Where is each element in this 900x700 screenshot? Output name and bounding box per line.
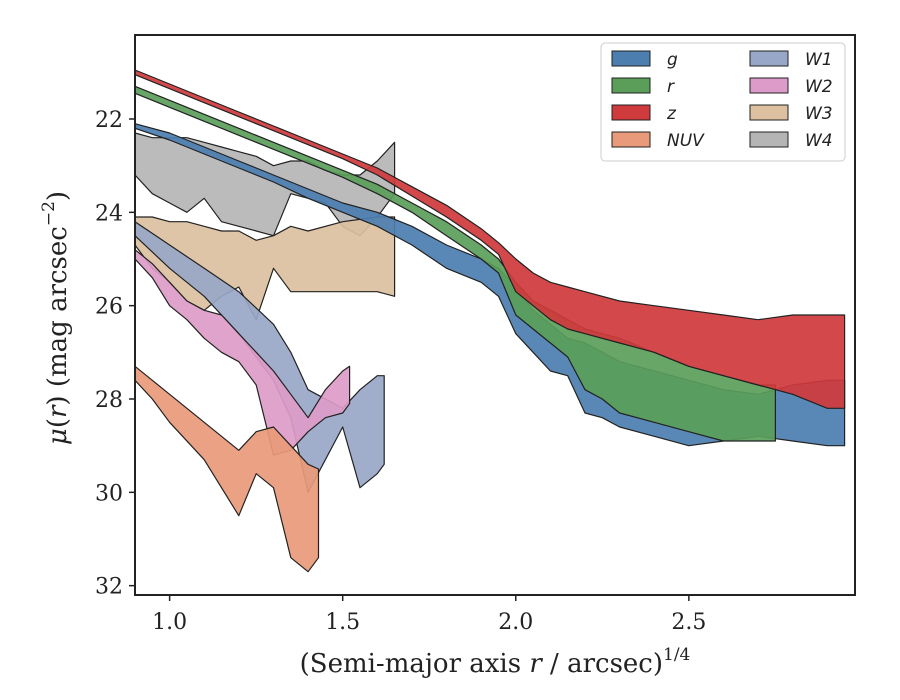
legend-label-w4: W4	[805, 131, 833, 151]
legend-swatch-w1	[749, 50, 789, 67]
x-tick-label: 2.0	[498, 610, 533, 635]
plot-frame	[134, 34, 856, 596]
band-nuv	[134, 365, 320, 573]
x-tick-label: 1.5	[325, 610, 360, 635]
legend-swatch-r	[611, 77, 651, 94]
band-w2	[134, 249, 351, 456]
band-z	[134, 69, 846, 409]
band-r	[134, 85, 777, 442]
legend-swatch-w2	[749, 77, 789, 94]
band-g	[134, 123, 846, 447]
y-axis-label: μ(r) (mag arcsec−2)	[39, 191, 73, 445]
y-tick-label: 22	[95, 108, 123, 133]
y-tick-label: 26	[95, 295, 123, 320]
legend-swatch-w3	[749, 104, 789, 121]
legend-swatch-w4	[749, 131, 789, 148]
legend-swatch-z	[611, 104, 651, 121]
y-axis-ticks: 22 24 26 28 30 32	[95, 108, 135, 600]
legend-label-nuv: NUV	[667, 131, 705, 151]
legend: grz NUV W1 W2 W3 W4	[600, 42, 846, 162]
legend-label-r: r	[667, 77, 675, 97]
y-tick-label: 30	[95, 481, 123, 506]
profile-bands	[134, 69, 846, 573]
legend-label-g: g	[667, 50, 678, 70]
x-axis-label: (Semi-major axis r / arcsec)1/4	[300, 645, 691, 679]
y-tick-label: 28	[95, 388, 123, 413]
y-tick-label: 32	[95, 575, 123, 600]
x-axis-ticks: 1.0 1.5 2.0 2.5	[152, 595, 706, 635]
legend-label-z: z	[666, 104, 677, 124]
legend-label-w1: W1	[805, 50, 833, 70]
legend-swatch-nuv	[611, 131, 651, 148]
legend-label-w2: W2	[805, 77, 833, 97]
y-tick-label: 24	[95, 201, 123, 226]
legend-swatch-g	[611, 50, 651, 67]
legend-label-w3: W3	[805, 104, 833, 124]
x-tick-label: 1.0	[152, 610, 187, 635]
x-tick-label: 2.5	[671, 610, 706, 635]
